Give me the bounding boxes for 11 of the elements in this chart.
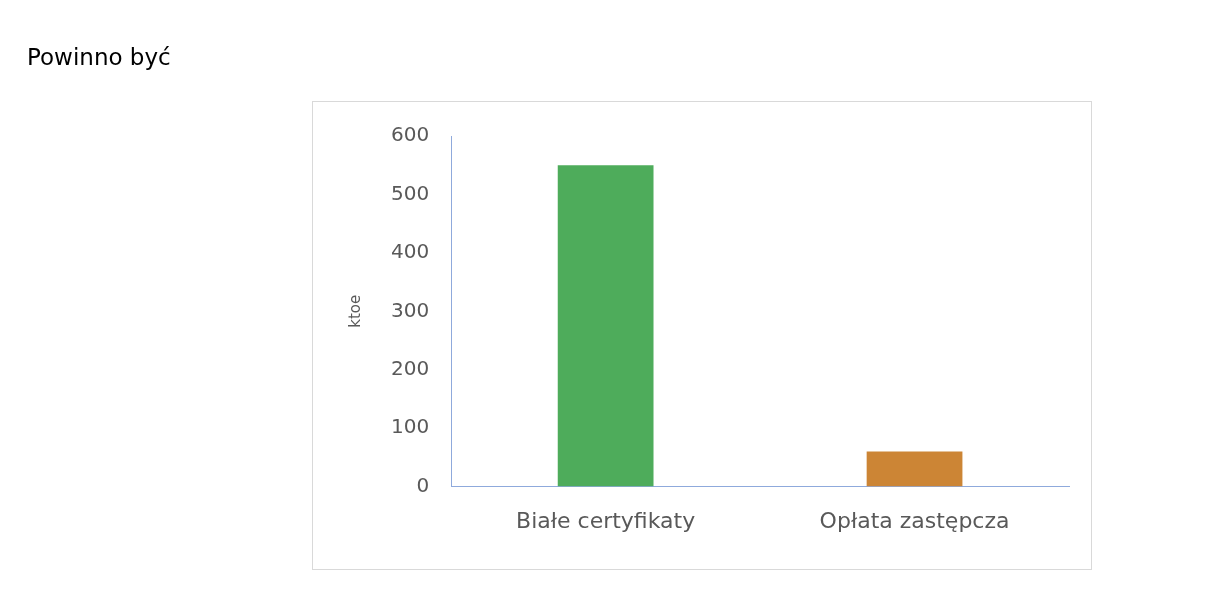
y-tick-label: 400	[390, 239, 430, 264]
y-tick-label: 200	[390, 355, 430, 380]
y-tick-label: 300	[390, 297, 430, 322]
y-tick-label: 0	[416, 472, 430, 497]
y-tick-label: 100	[390, 414, 430, 439]
text: Powinno być	[27, 44, 171, 70]
x-tick-label: Białe certyfikaty	[516, 507, 696, 533]
x-tick-label: Opłata zastępcza	[819, 507, 1010, 533]
y-axis-title: ktoe	[345, 294, 364, 328]
y-tick-label: 500	[390, 180, 430, 205]
y-tick-label: 600	[390, 122, 430, 147]
